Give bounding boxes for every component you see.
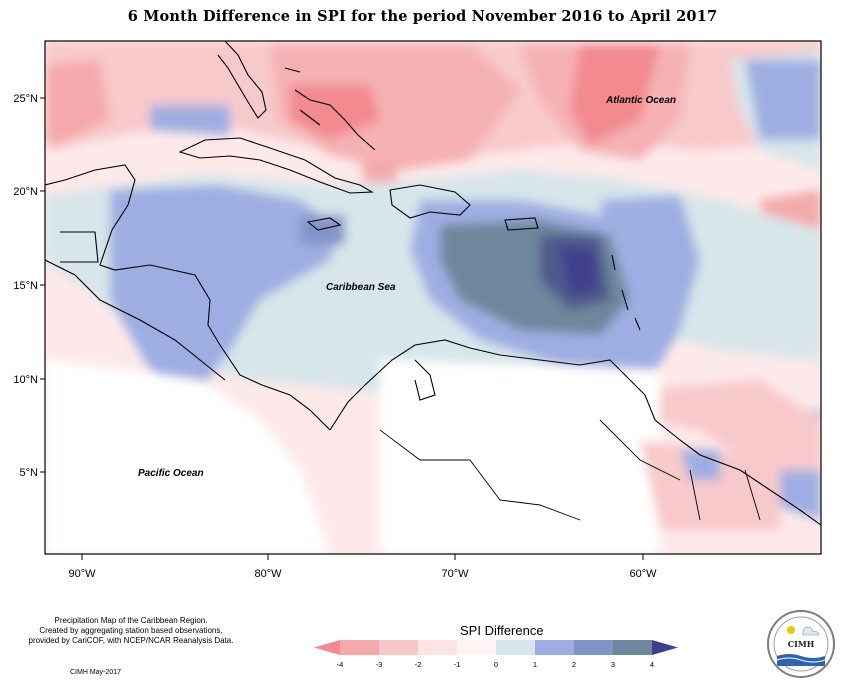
legend-swatch xyxy=(340,640,380,655)
central-america-coast xyxy=(45,164,331,431)
legend-tick-label: 1 xyxy=(533,660,537,669)
spi-legend-colorbar: -4 -3 -2 -1 0 1 2 3 4 xyxy=(314,640,678,669)
lat-label: 5°N xyxy=(20,467,39,479)
legend-swatch xyxy=(496,640,536,655)
lon-label: 80°W xyxy=(254,568,282,580)
jamaica-coast xyxy=(306,217,342,231)
coastlines xyxy=(45,41,821,526)
legend-tick-label: -3 xyxy=(376,660,383,669)
spi-field xyxy=(45,41,821,554)
legend-arrow-high xyxy=(652,640,678,655)
legend-tick-label: -4 xyxy=(337,660,344,669)
lon-label: 90°W xyxy=(68,568,96,580)
legend-swatch xyxy=(418,640,458,655)
legend-swatch xyxy=(574,640,614,655)
logo-name: CIMH xyxy=(787,639,815,649)
borders xyxy=(379,419,761,521)
pacific-ocean-label: Pacific Ocean xyxy=(138,468,204,479)
footer-credit: CIMH May-2017 xyxy=(70,669,121,676)
atlantic-ocean-label: Atlantic Ocean xyxy=(605,95,676,106)
lat-label: 15°N xyxy=(13,280,38,292)
cuba-coast xyxy=(178,137,374,194)
bahamas-coast xyxy=(284,67,376,151)
pacific-coast xyxy=(45,259,226,381)
cloud-icon xyxy=(802,626,820,636)
footer-note-line: Created by aggregating station based obs… xyxy=(39,626,223,635)
lat-label: 20°N xyxy=(13,186,38,198)
lat-label: 25°N xyxy=(13,93,38,105)
latitude-axis: 25°N 20°N 15°N 10°N 5°N xyxy=(13,93,45,479)
guatemala-border xyxy=(60,231,99,263)
legend-tick-label: 2 xyxy=(572,660,576,669)
hispaniola-coast xyxy=(389,184,471,219)
sun-icon xyxy=(787,626,795,634)
legend-arrow-low xyxy=(314,640,340,655)
longitude-axis: 90°W 80°W 70°W 60°W xyxy=(68,554,657,580)
footer-note: Precipitation Map of the Caribbean Regio… xyxy=(6,616,256,646)
lon-label: 70°W xyxy=(441,568,469,580)
lon-label: 60°W xyxy=(629,568,657,580)
map-title: 6 Month Difference in SPI for the period… xyxy=(127,8,718,25)
legend-tick-label: 0 xyxy=(494,660,498,669)
lat-label: 10°N xyxy=(13,374,38,386)
lesser-antilles xyxy=(611,254,641,331)
legend-title: SPI Difference xyxy=(460,623,544,638)
florida-coast xyxy=(217,41,267,119)
legend-swatch xyxy=(379,640,419,655)
legend-tick-label: 3 xyxy=(611,660,615,669)
legend-swatch xyxy=(457,640,497,655)
cimh-logo-graphic xyxy=(773,616,829,672)
caribbean-sea-label: Caribbean Sea xyxy=(326,282,396,293)
footer-note-line: Precipitation Map of the Caribbean Regio… xyxy=(54,616,208,625)
puerto-rico-coast xyxy=(504,217,539,231)
legend-swatch xyxy=(613,640,653,655)
map-frame xyxy=(44,40,822,555)
legend-swatch xyxy=(535,640,575,655)
cimh-logo: CIMH xyxy=(767,610,835,678)
footer-note-line: provided by CariCOF, with NCEP/NCAR Rean… xyxy=(28,636,234,645)
legend-tick-label: 4 xyxy=(650,660,654,669)
south-america-coast xyxy=(329,339,821,526)
maracaibo-coast xyxy=(414,359,436,401)
legend-tick-label: -1 xyxy=(454,660,461,669)
legend-tick-label: -2 xyxy=(415,660,422,669)
